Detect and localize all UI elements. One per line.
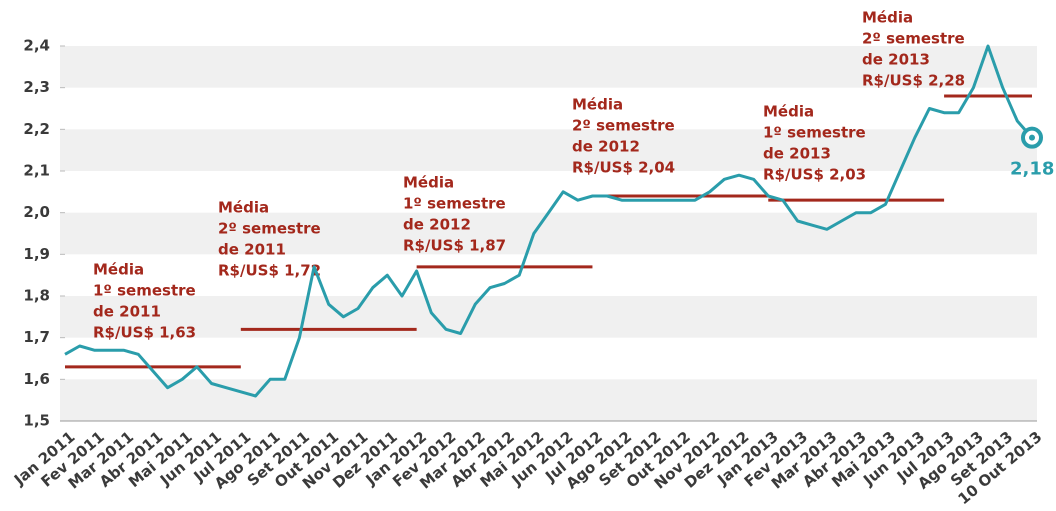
average-label: Média xyxy=(93,261,144,279)
average-label: de 2013 xyxy=(862,51,930,69)
average-label: 2º semestre xyxy=(572,117,675,135)
average-label: de 2012 xyxy=(572,138,640,156)
average-label: R$/US$ 1,63 xyxy=(93,324,196,342)
average-label: R$/US$ 1,72 xyxy=(218,262,321,280)
average-label: 2º semestre xyxy=(218,220,321,238)
average-label: 1º semestre xyxy=(763,124,866,142)
end-marker-dot xyxy=(1029,134,1035,141)
y-tick-label: 2,2 xyxy=(23,120,50,138)
average-label: 1º semestre xyxy=(403,195,506,213)
average-label: R$/US$ 2,03 xyxy=(763,166,866,184)
average-label: R$/US$ 2,04 xyxy=(572,159,675,177)
average-label: Média xyxy=(572,96,623,114)
average-label: de 2012 xyxy=(403,216,471,234)
y-tick-label: 2,3 xyxy=(23,78,50,96)
average-label: de 2011 xyxy=(93,303,161,321)
value-label: 2,18 xyxy=(1010,159,1054,180)
grid-band xyxy=(60,296,1037,338)
average-label: 2º semestre xyxy=(862,30,965,48)
average-label: R$/US$ 2,28 xyxy=(862,72,965,90)
average-label: 1º semestre xyxy=(93,282,196,300)
y-tick-label: 2,0 xyxy=(23,203,50,221)
average-label: Média xyxy=(403,174,454,192)
grid-band xyxy=(60,129,1037,171)
average-label: de 2013 xyxy=(763,145,831,163)
y-tick-label: 2,1 xyxy=(23,162,50,180)
line xyxy=(64,44,1034,398)
average-label: Média xyxy=(763,103,814,121)
average-label: de 2011 xyxy=(218,241,286,259)
y-tick-label: 2,4 xyxy=(23,37,50,55)
grid-band xyxy=(60,212,1037,255)
grid-band xyxy=(60,379,1037,421)
average-label: Média xyxy=(218,199,269,217)
y-tick-label: 1,8 xyxy=(23,287,50,305)
y-tick-label: 1,9 xyxy=(23,245,50,263)
y-tick-label: 1,7 xyxy=(23,328,50,346)
average-label: R$/US$ 1,87 xyxy=(403,237,506,255)
y-tick-label: 1,5 xyxy=(23,412,50,430)
grid-band xyxy=(60,46,1037,88)
average-label: Média xyxy=(862,9,913,27)
y-tick-label: 1,6 xyxy=(23,370,50,388)
